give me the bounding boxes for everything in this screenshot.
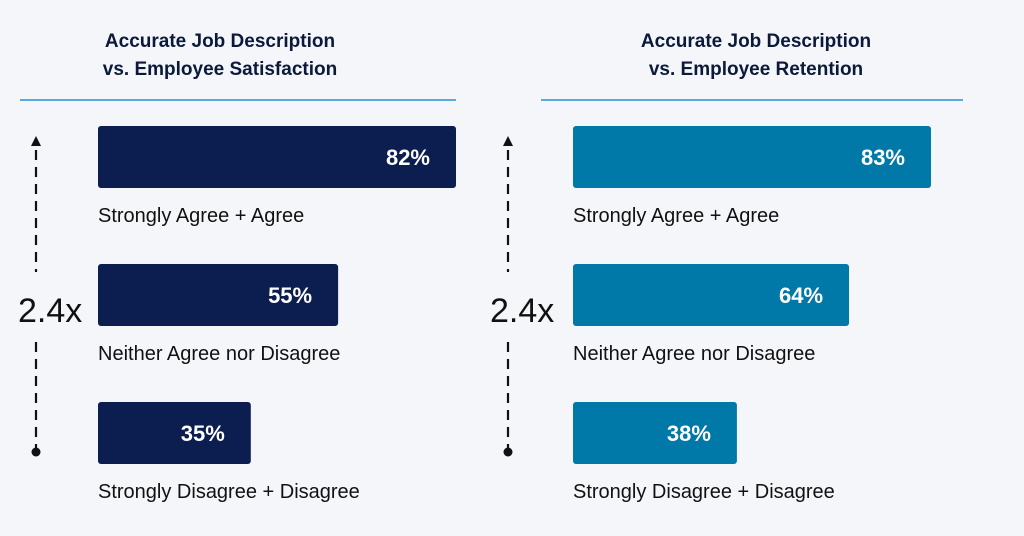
category-label: Neither Agree nor Disagree [98, 343, 340, 365]
bar [98, 402, 251, 464]
bar [573, 264, 850, 326]
category-label: Strongly Disagree + Disagree [98, 481, 360, 503]
satisfaction-chart: Accurate Job Description vs. Employee Sa… [0, 0, 470, 536]
category-label: Strongly Agree + Agree [573, 205, 779, 227]
chart-title-line-1: Accurate Job Description [640, 31, 872, 52]
bar [573, 126, 931, 188]
retention-bars: 83% Strongly Agree + Agree 64% Neither Agre… [490, 126, 931, 503]
bar-value-label: 38% [667, 421, 711, 446]
bar [98, 264, 339, 326]
retention-chart: Accurate Job Description vs. Employee Re… [490, 0, 963, 536]
title-divider [541, 99, 963, 101]
chart-title-line-2: vs. Employee Retention [648, 59, 864, 80]
category-label: Strongly Agree + Agree [98, 205, 304, 227]
chart-title: Accurate Job Description vs. Employee Sa… [0, 28, 440, 84]
bar-value-label: 35% [181, 421, 225, 446]
bar-value-label: 83% [861, 145, 905, 170]
chart-title: Accurate Job Description vs. Employee Re… [536, 28, 976, 84]
bar [573, 402, 737, 464]
arrow-head [503, 136, 513, 146]
bar-value-label: 64% [779, 283, 823, 308]
arrow-head [31, 136, 41, 146]
bar-value-label: 55% [268, 283, 312, 308]
category-label: Strongly Disagree + Disagree [573, 481, 835, 503]
title-divider [20, 99, 456, 101]
chart-title-line-1: Accurate Job Description [104, 31, 336, 52]
bar [98, 126, 456, 188]
multiplier-label: 2.4x [18, 292, 82, 330]
satisfaction-bars: 82% Strongly Agree + Agree 55% Neither Agre… [18, 126, 456, 503]
arrow-tail-dot [503, 447, 513, 457]
category-label: Neither Agree nor Disagree [573, 343, 815, 365]
multiplier-label: 2.4x [490, 292, 554, 330]
chart-title-line-2: vs. Employee Satisfaction [102, 59, 338, 80]
arrow-tail-dot [31, 447, 41, 457]
bar-value-label: 82% [386, 145, 430, 170]
